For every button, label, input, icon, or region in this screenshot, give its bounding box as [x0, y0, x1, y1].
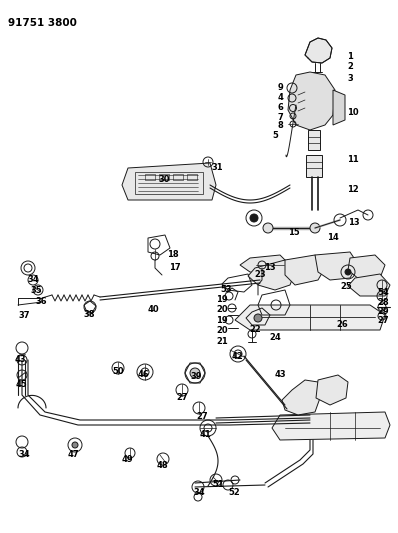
Text: 51: 51 — [212, 480, 224, 489]
Text: 29: 29 — [377, 307, 388, 316]
Polygon shape — [285, 255, 325, 285]
Text: 10: 10 — [347, 108, 359, 117]
Text: 30: 30 — [158, 175, 170, 184]
Text: 28: 28 — [377, 298, 388, 307]
Text: 27: 27 — [196, 412, 208, 421]
Text: 26: 26 — [336, 320, 348, 329]
Text: 19: 19 — [216, 295, 228, 304]
Text: 18: 18 — [167, 250, 179, 259]
Text: 42: 42 — [232, 352, 244, 361]
Text: 7: 7 — [278, 113, 284, 122]
Bar — [135, 172, 203, 194]
Text: 46: 46 — [138, 370, 150, 379]
Text: 8: 8 — [278, 121, 284, 130]
Text: 14: 14 — [327, 233, 339, 242]
Polygon shape — [316, 375, 348, 405]
Text: 36: 36 — [35, 297, 47, 306]
Text: 15: 15 — [288, 228, 300, 237]
Polygon shape — [122, 163, 216, 200]
Polygon shape — [248, 260, 295, 290]
Text: 1: 1 — [347, 52, 353, 61]
Polygon shape — [272, 412, 390, 440]
Bar — [306, 155, 322, 177]
Circle shape — [254, 314, 262, 322]
Text: 49: 49 — [122, 455, 134, 464]
Text: 45: 45 — [16, 380, 28, 389]
Polygon shape — [305, 38, 332, 63]
Text: 34: 34 — [18, 450, 29, 459]
Text: 43: 43 — [15, 355, 27, 364]
Text: 11: 11 — [347, 155, 359, 164]
Polygon shape — [288, 72, 335, 130]
Circle shape — [310, 223, 320, 233]
Text: 21: 21 — [216, 337, 228, 346]
Text: 17: 17 — [169, 263, 181, 272]
Text: 48: 48 — [157, 461, 169, 470]
Text: 47: 47 — [68, 450, 80, 459]
Text: 22: 22 — [249, 325, 261, 334]
Bar — [159, 174, 169, 180]
Circle shape — [190, 368, 200, 378]
Text: 12: 12 — [347, 185, 359, 194]
Text: 39: 39 — [190, 372, 201, 381]
Text: 27: 27 — [377, 316, 388, 325]
Polygon shape — [333, 90, 345, 125]
Text: 24: 24 — [269, 333, 281, 342]
Text: 13: 13 — [264, 263, 276, 272]
Text: 4: 4 — [278, 93, 284, 102]
Circle shape — [263, 223, 273, 233]
Circle shape — [250, 214, 258, 222]
Bar — [187, 174, 197, 180]
Bar — [173, 174, 183, 180]
Circle shape — [72, 442, 78, 448]
Text: 19: 19 — [216, 316, 228, 325]
Text: 54: 54 — [377, 288, 389, 297]
Text: 40: 40 — [148, 305, 160, 314]
Text: 2: 2 — [347, 62, 353, 71]
Text: 13: 13 — [348, 218, 360, 227]
Text: 20: 20 — [216, 305, 228, 314]
Text: 27: 27 — [176, 393, 187, 402]
Polygon shape — [348, 255, 385, 280]
Text: 52: 52 — [228, 488, 240, 497]
Polygon shape — [348, 274, 390, 296]
Text: 91751 3800: 91751 3800 — [8, 18, 77, 28]
Bar — [145, 174, 155, 180]
Bar — [308, 130, 320, 150]
Text: 5: 5 — [272, 131, 278, 140]
Text: 34: 34 — [27, 275, 39, 284]
Text: 23: 23 — [254, 270, 265, 279]
Text: 35: 35 — [30, 286, 42, 295]
Text: 20: 20 — [216, 326, 228, 335]
Text: 9: 9 — [278, 83, 284, 92]
Text: 31: 31 — [211, 163, 222, 172]
Text: 38: 38 — [83, 310, 94, 319]
Text: 37: 37 — [18, 311, 29, 320]
Text: 6: 6 — [278, 103, 284, 112]
Text: 43: 43 — [275, 370, 287, 379]
Circle shape — [345, 269, 351, 275]
Text: 53: 53 — [220, 285, 232, 294]
Text: 50: 50 — [112, 367, 124, 376]
Text: 25: 25 — [340, 282, 352, 291]
Text: 41: 41 — [200, 430, 212, 439]
Polygon shape — [282, 380, 320, 415]
Text: 3: 3 — [347, 74, 353, 83]
Text: 34: 34 — [193, 488, 205, 497]
Polygon shape — [235, 305, 385, 330]
Polygon shape — [240, 255, 290, 275]
Polygon shape — [315, 252, 358, 280]
